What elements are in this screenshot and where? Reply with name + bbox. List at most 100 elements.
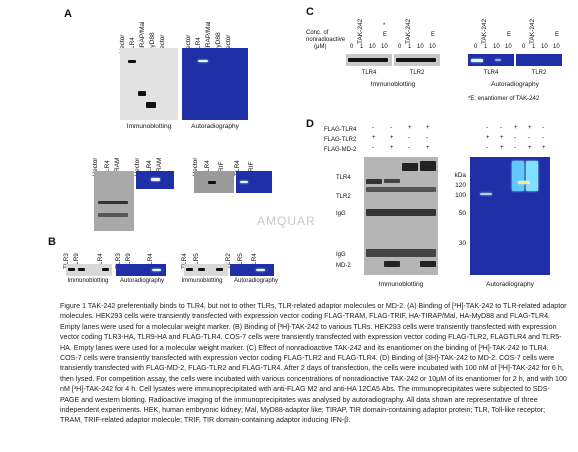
sign-cell: + bbox=[390, 135, 394, 141]
caption-autoradiography: Autoradiography bbox=[191, 123, 239, 130]
sign-cell: - bbox=[528, 135, 530, 141]
immunoblot-a bbox=[120, 48, 178, 120]
autoradiograph-b-2 bbox=[230, 264, 274, 276]
row-label: FLAG-MD-2 bbox=[324, 147, 357, 153]
immunoblot-c-tlr2 bbox=[394, 54, 440, 66]
sign-cell: + bbox=[528, 145, 532, 151]
group-header: TAK-242 bbox=[405, 18, 412, 44]
immunoblot-b-1 bbox=[66, 264, 112, 276]
sign-cell: + bbox=[500, 135, 504, 141]
autoradiograph-c-tlr2 bbox=[516, 54, 562, 66]
conc-label: Conc. of nonradioactive (μM) bbox=[306, 30, 345, 51]
immunoblot-b-2 bbox=[184, 264, 228, 276]
e-marker: E bbox=[507, 32, 512, 38]
sign-cell: - bbox=[372, 125, 374, 131]
conc-value: 0 bbox=[522, 44, 526, 50]
autoradiograph-b-1 bbox=[116, 264, 166, 276]
conc-value: 10 bbox=[553, 44, 560, 50]
asterisk: * bbox=[383, 23, 386, 29]
sign-cell: - bbox=[426, 135, 428, 141]
caption-autoradiography: Autoradiography bbox=[119, 278, 165, 284]
sign-cell: + bbox=[372, 135, 376, 141]
sign-cell: - bbox=[390, 125, 392, 131]
side-label-tlr4: TLR4 bbox=[336, 175, 351, 181]
kda-title: kDa bbox=[454, 172, 466, 179]
conc-value: 10 bbox=[541, 44, 548, 50]
immunoblot-c-tlr4 bbox=[346, 54, 392, 66]
kda-marker: 100 bbox=[455, 192, 466, 199]
e-marker: E bbox=[383, 32, 388, 38]
group-header: TAK-242 bbox=[529, 18, 536, 44]
side-label-igg: IgG bbox=[336, 252, 346, 258]
immunoblot-d bbox=[364, 157, 438, 275]
sign-cell: - bbox=[542, 125, 544, 131]
watermark: AMQUAR bbox=[257, 214, 316, 228]
immunoblot-a-tram bbox=[94, 171, 134, 231]
autoradiograph-c-tlr4 bbox=[468, 54, 514, 66]
row-label: FLAG-TLR4 bbox=[324, 127, 357, 133]
panel-d-label: D bbox=[306, 118, 314, 130]
panel-a-label: A bbox=[64, 8, 72, 20]
conc-label-line: Conc. of bbox=[306, 30, 329, 36]
side-label-md2: MD-2 bbox=[336, 263, 351, 269]
e-marker: E bbox=[431, 32, 436, 38]
sign-cell: + bbox=[408, 125, 412, 131]
sign-cell: - bbox=[372, 145, 374, 151]
conc-value: 10 bbox=[369, 44, 376, 50]
sign-cell: - bbox=[500, 125, 502, 131]
caption-immunoblotting: Immunoblotting bbox=[370, 81, 416, 88]
kda-marker: 120 bbox=[455, 182, 466, 189]
sign-cell: - bbox=[542, 135, 544, 141]
conc-value: 0 bbox=[474, 44, 478, 50]
sign-cell: + bbox=[528, 125, 532, 131]
autoradiograph-a bbox=[182, 48, 248, 120]
figure-caption: Figure 1 TAK-242 preferentially binds to… bbox=[60, 302, 567, 425]
immunoblot-a-trif bbox=[194, 171, 234, 193]
sign-cell: + bbox=[426, 125, 430, 131]
sign-cell: - bbox=[514, 145, 516, 151]
conc-value: 10 bbox=[429, 44, 436, 50]
blot-label: TLR2 bbox=[531, 70, 547, 76]
sign-cell: + bbox=[426, 145, 430, 151]
conc-value: 10 bbox=[505, 44, 512, 50]
autoradiograph-d bbox=[470, 157, 550, 275]
conc-value: 1 bbox=[484, 44, 488, 50]
side-label-tlr2: TLR2 bbox=[336, 194, 351, 200]
blot-label: TLR4 bbox=[361, 70, 377, 76]
sign-cell: - bbox=[486, 145, 488, 151]
sign-cell: - bbox=[514, 135, 516, 141]
blot-label: TLR2 bbox=[409, 70, 425, 76]
autoradiograph-a-trif bbox=[236, 171, 272, 193]
side-label-igg: IgG bbox=[336, 211, 346, 217]
kda-marker: 50 bbox=[458, 210, 466, 217]
conc-value: 10 bbox=[493, 44, 500, 50]
conc-value: 10 bbox=[417, 44, 424, 50]
sign-cell: + bbox=[390, 145, 394, 151]
sign-cell: + bbox=[500, 145, 504, 151]
conc-value: 1 bbox=[360, 44, 364, 50]
conc-value: 1 bbox=[532, 44, 536, 50]
caption-autoradiography: Autoradiography bbox=[486, 281, 534, 288]
sign-cell: - bbox=[486, 125, 488, 131]
e-marker: E bbox=[555, 32, 560, 38]
panel-c-label: C bbox=[306, 6, 314, 18]
caption-autoradiography: Autoradiography bbox=[491, 81, 539, 88]
row-labels: FLAG-TLR4 FLAG-TLR2 FLAG-MD-2 bbox=[324, 125, 356, 155]
row-label: FLAG-TLR2 bbox=[324, 137, 357, 143]
group-header: TAK-242 bbox=[481, 18, 488, 44]
conc-label-line: (μM) bbox=[314, 44, 327, 50]
sign-cell: - bbox=[408, 135, 410, 141]
autoradiograph-a-tram bbox=[136, 171, 174, 189]
kda-marker: 30 bbox=[458, 240, 466, 247]
caption-immunoblotting: Immunoblotting bbox=[67, 278, 109, 284]
sign-cell: - bbox=[408, 145, 410, 151]
conc-value: 1 bbox=[408, 44, 412, 50]
conc-label-line: nonradioactive bbox=[306, 37, 346, 43]
caption-autoradiography: Autoradiography bbox=[233, 278, 279, 284]
blot-label: TLR4 bbox=[483, 70, 499, 76]
caption-immunoblotting: Immunoblotting bbox=[378, 281, 424, 288]
sign-cell: + bbox=[486, 135, 490, 141]
caption-immunoblotting: Immunoblotting bbox=[126, 123, 172, 130]
conc-value: 0 bbox=[398, 44, 402, 50]
conc-value: 0 bbox=[350, 44, 354, 50]
